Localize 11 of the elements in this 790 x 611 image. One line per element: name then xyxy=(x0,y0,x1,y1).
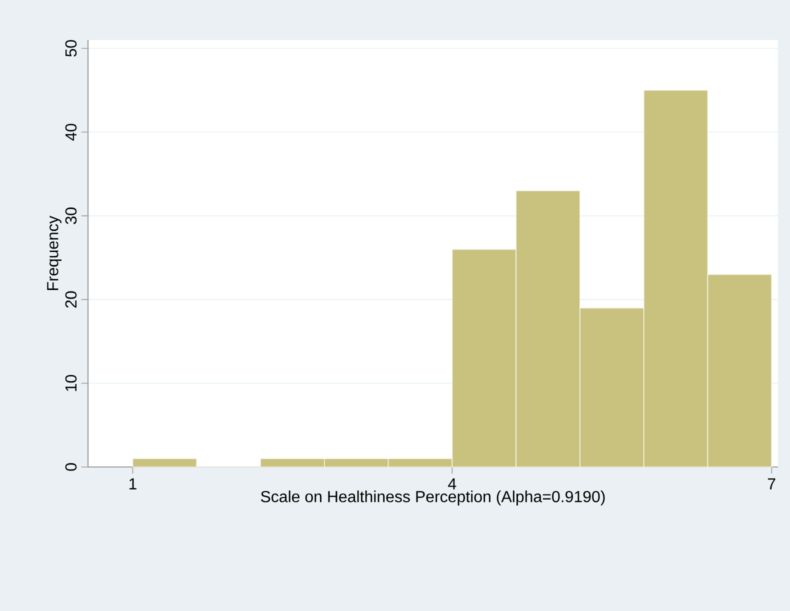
x-tick-label: 7 xyxy=(768,478,776,490)
x-tick-label: 4 xyxy=(448,478,456,490)
y-tick-label: 40 xyxy=(65,124,77,141)
x-axis-title: Scale on Healthiness Perception (Alpha=0.9190) xyxy=(260,490,605,506)
y-axis-title: Frequency xyxy=(47,216,62,290)
y-tick-label: 50 xyxy=(65,40,77,57)
y-tick-label: 20 xyxy=(65,291,77,308)
y-tick-label: 30 xyxy=(65,208,77,224)
y-tick-label: 10 xyxy=(65,374,77,391)
y-tick-label: 0 xyxy=(65,463,77,471)
x-tick-label: 1 xyxy=(129,478,136,490)
